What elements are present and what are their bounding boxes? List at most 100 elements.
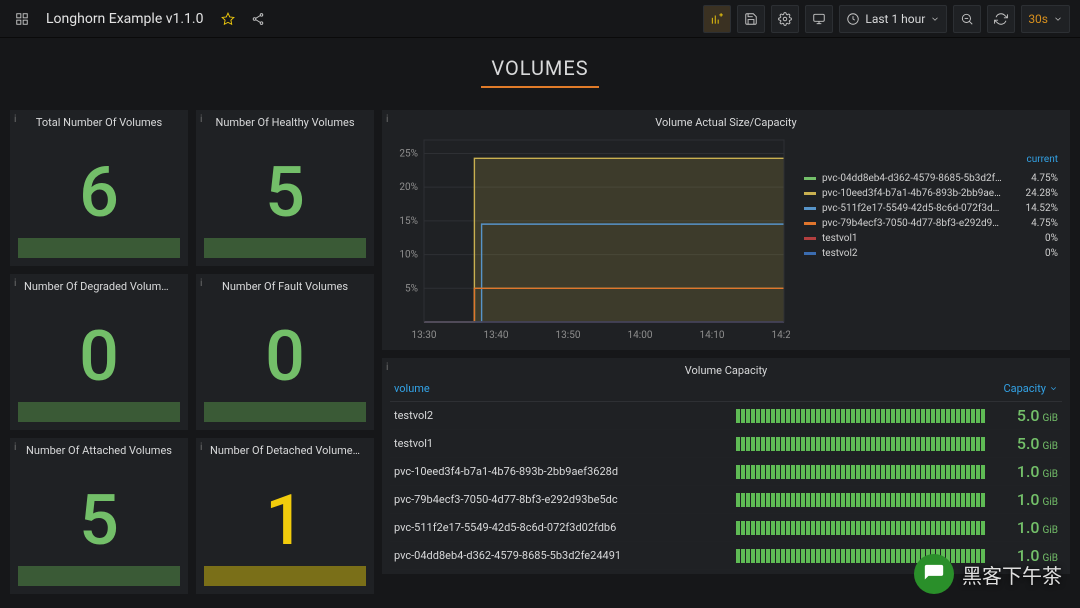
legend-row[interactable]: testvol1 0% — [804, 231, 1058, 246]
svg-text:14:10: 14:10 — [700, 330, 725, 341]
chart-panel: i Volume Actual Size/Capacity 5%10%15%20… — [382, 110, 1070, 350]
table-row[interactable]: pvc-79b4ecf3-7050-4d77-8bf3-e292d93be5dc… — [390, 486, 1062, 514]
watermark-icon — [914, 554, 954, 594]
capacity-bar — [736, 521, 986, 535]
svg-text:13:40: 13:40 — [484, 330, 509, 341]
chevron-down-icon — [1049, 384, 1058, 393]
svg-text:14:20: 14:20 — [772, 330, 790, 341]
table-row[interactable]: testvol2 5.0GiB — [390, 402, 1062, 430]
capacity-table-panel: i Volume Capacity volume Capacity testvo… — [382, 358, 1070, 574]
zoom-out-button[interactable] — [953, 5, 981, 33]
legend-series-name: pvc-04dd8eb4-d362-4579-8685-5b3d2fe24491 — [822, 173, 1002, 184]
legend-series-value: 0% — [1037, 233, 1058, 244]
stat-bar — [18, 238, 180, 258]
legend-series-name: testvol1 — [822, 233, 858, 244]
col-volume[interactable]: volume — [394, 382, 430, 395]
table-body: testvol2 5.0GiB testvol1 5.0GiB pvc-10ee… — [390, 402, 1062, 570]
stat-bar-fill — [204, 566, 366, 586]
legend-row[interactable]: testvol2 0% — [804, 246, 1058, 261]
table-row[interactable]: pvc-511f2e17-5549-42d5-8c6d-072f3d02fdb6… — [390, 514, 1062, 542]
table-cell-volume: pvc-10eed3f4-b7a1-4b76-893b-2bb9aef3628d — [394, 465, 684, 478]
chart-area[interactable]: 5%10%15%20%25%13:3013:4013:5014:0014:101… — [390, 134, 790, 344]
legend-row[interactable]: pvc-10eed3f4-b7a1-4b76-893b-2bb9aef3628d… — [804, 186, 1058, 201]
legend-series-value: 14.52% — [1018, 203, 1058, 214]
refresh-interval-label: 30s — [1028, 12, 1048, 26]
save-button[interactable] — [737, 5, 765, 33]
dashboard-icon[interactable] — [10, 7, 34, 31]
legend-row[interactable]: pvc-511f2e17-5549-42d5-8c6d-072f3d02fdb6… — [804, 201, 1058, 216]
capacity-bar — [736, 437, 986, 451]
chart-legend: current pvc-04dd8eb4-d362-4579-8685-5b3d… — [790, 134, 1062, 344]
legend-header: current — [804, 154, 1058, 165]
col-capacity[interactable]: Capacity — [1003, 382, 1058, 395]
add-panel-button[interactable] — [703, 5, 731, 33]
stat-bar — [204, 238, 366, 258]
dashboard-grid: i Total Number Of Volumes 6 i Number Of … — [0, 110, 1080, 604]
panel-title: Volume Actual Size/Capacity — [382, 116, 1070, 129]
watermark-text: 黑客下午茶 — [962, 560, 1062, 589]
capacity-bar — [736, 465, 986, 479]
legend-series-value: 0% — [1037, 248, 1058, 259]
legend-swatch — [804, 237, 816, 240]
table-header: volume Capacity — [390, 380, 1062, 402]
time-range-button[interactable]: Last 1 hour — [839, 5, 947, 33]
stat-bar — [204, 566, 366, 586]
table-cell-capacity: 1.0GiB — [994, 462, 1058, 481]
table-row[interactable]: testvol1 5.0GiB — [390, 430, 1062, 458]
legend-series-name: pvc-511f2e17-5549-42d5-8c6d-072f3d02fdb6 — [822, 203, 1002, 214]
header: Longhorn Example v1.1.0 Last 1 hour — [0, 0, 1080, 38]
legend-row[interactable]: pvc-79b4ecf3-7050-4d77-8bf3-e292d93be5dc… — [804, 216, 1058, 231]
table-cell-capacity: 1.0GiB — [994, 518, 1058, 537]
legend-series-name: pvc-10eed3f4-b7a1-4b76-893b-2bb9aef3628d — [822, 188, 1002, 199]
refresh-button[interactable] — [987, 5, 1015, 33]
time-range-label: Last 1 hour — [865, 12, 925, 26]
svg-text:25%: 25% — [399, 148, 418, 159]
settings-button[interactable] — [771, 5, 799, 33]
stat-panel-total-volumes: i Total Number Of Volumes 6 — [10, 110, 188, 266]
table-row[interactable]: pvc-10eed3f4-b7a1-4b76-893b-2bb9aef3628d… — [390, 458, 1062, 486]
legend-swatch — [804, 207, 816, 210]
stat-bar-fill — [18, 402, 180, 422]
stat-bar-fill — [204, 238, 366, 258]
stat-panel-attached-volumes: i Number Of Attached Volumes 5 — [10, 438, 188, 594]
right-column: i Volume Actual Size/Capacity 5%10%15%20… — [382, 110, 1070, 594]
dashboard-title[interactable]: Longhorn Example v1.1.0 — [40, 11, 210, 27]
table-cell-capacity: 5.0GiB — [994, 406, 1058, 425]
stat-panel-detached-volumes: i Number Of Detached Volumes… 1 — [196, 438, 374, 594]
stat-bar — [18, 566, 180, 586]
panel-title: Number Of Fault Volumes — [196, 280, 374, 293]
legend-swatch — [804, 192, 816, 195]
legend-series-name: pvc-79b4ecf3-7050-4d77-8bf3-e292d93be5dc — [822, 218, 1002, 229]
table-cell-volume: testvol2 — [394, 409, 684, 422]
svg-text:15%: 15% — [399, 216, 418, 227]
legend-series-name: testvol2 — [822, 248, 858, 259]
stat-panel-fault-volumes: i Number Of Fault Volumes 0 — [196, 274, 374, 430]
col-capacity-label: Capacity — [1003, 382, 1046, 395]
svg-text:10%: 10% — [399, 250, 418, 261]
page-title-row: VOLUMES — [0, 38, 1080, 110]
tv-mode-button[interactable] — [805, 5, 833, 33]
capacity-bar — [736, 493, 986, 507]
svg-text:5%: 5% — [405, 283, 418, 294]
table-cell-capacity: 1.0GiB — [994, 490, 1058, 509]
stat-bar-fill — [204, 402, 366, 422]
share-icon[interactable] — [246, 7, 270, 31]
svg-text:13:30: 13:30 — [412, 330, 437, 341]
panel-title: Number Of Healthy Volumes — [196, 116, 374, 129]
refresh-interval-button[interactable]: 30s — [1021, 5, 1070, 33]
header-right: Last 1 hour 30s — [703, 5, 1070, 33]
table-cell-volume: pvc-79b4ecf3-7050-4d77-8bf3-e292d93be5dc — [394, 493, 684, 506]
watermark: 黑客下午茶 — [914, 554, 1062, 594]
star-icon[interactable] — [216, 7, 240, 31]
panel-title: Total Number Of Volumes — [10, 116, 188, 129]
legend-swatch — [804, 177, 816, 180]
panel-title: Number Of Attached Volumes — [10, 444, 188, 457]
table-cell-volume: testvol1 — [394, 437, 684, 450]
page-title[interactable]: VOLUMES — [481, 54, 598, 88]
stat-bar — [18, 402, 180, 422]
svg-text:14:00: 14:00 — [628, 330, 653, 341]
table-cell-capacity: 5.0GiB — [994, 434, 1058, 453]
stat-bar — [204, 402, 366, 422]
legend-row[interactable]: pvc-04dd8eb4-d362-4579-8685-5b3d2fe24491… — [804, 171, 1058, 186]
panel-title: Number Of Degraded Volumes… — [10, 280, 188, 293]
